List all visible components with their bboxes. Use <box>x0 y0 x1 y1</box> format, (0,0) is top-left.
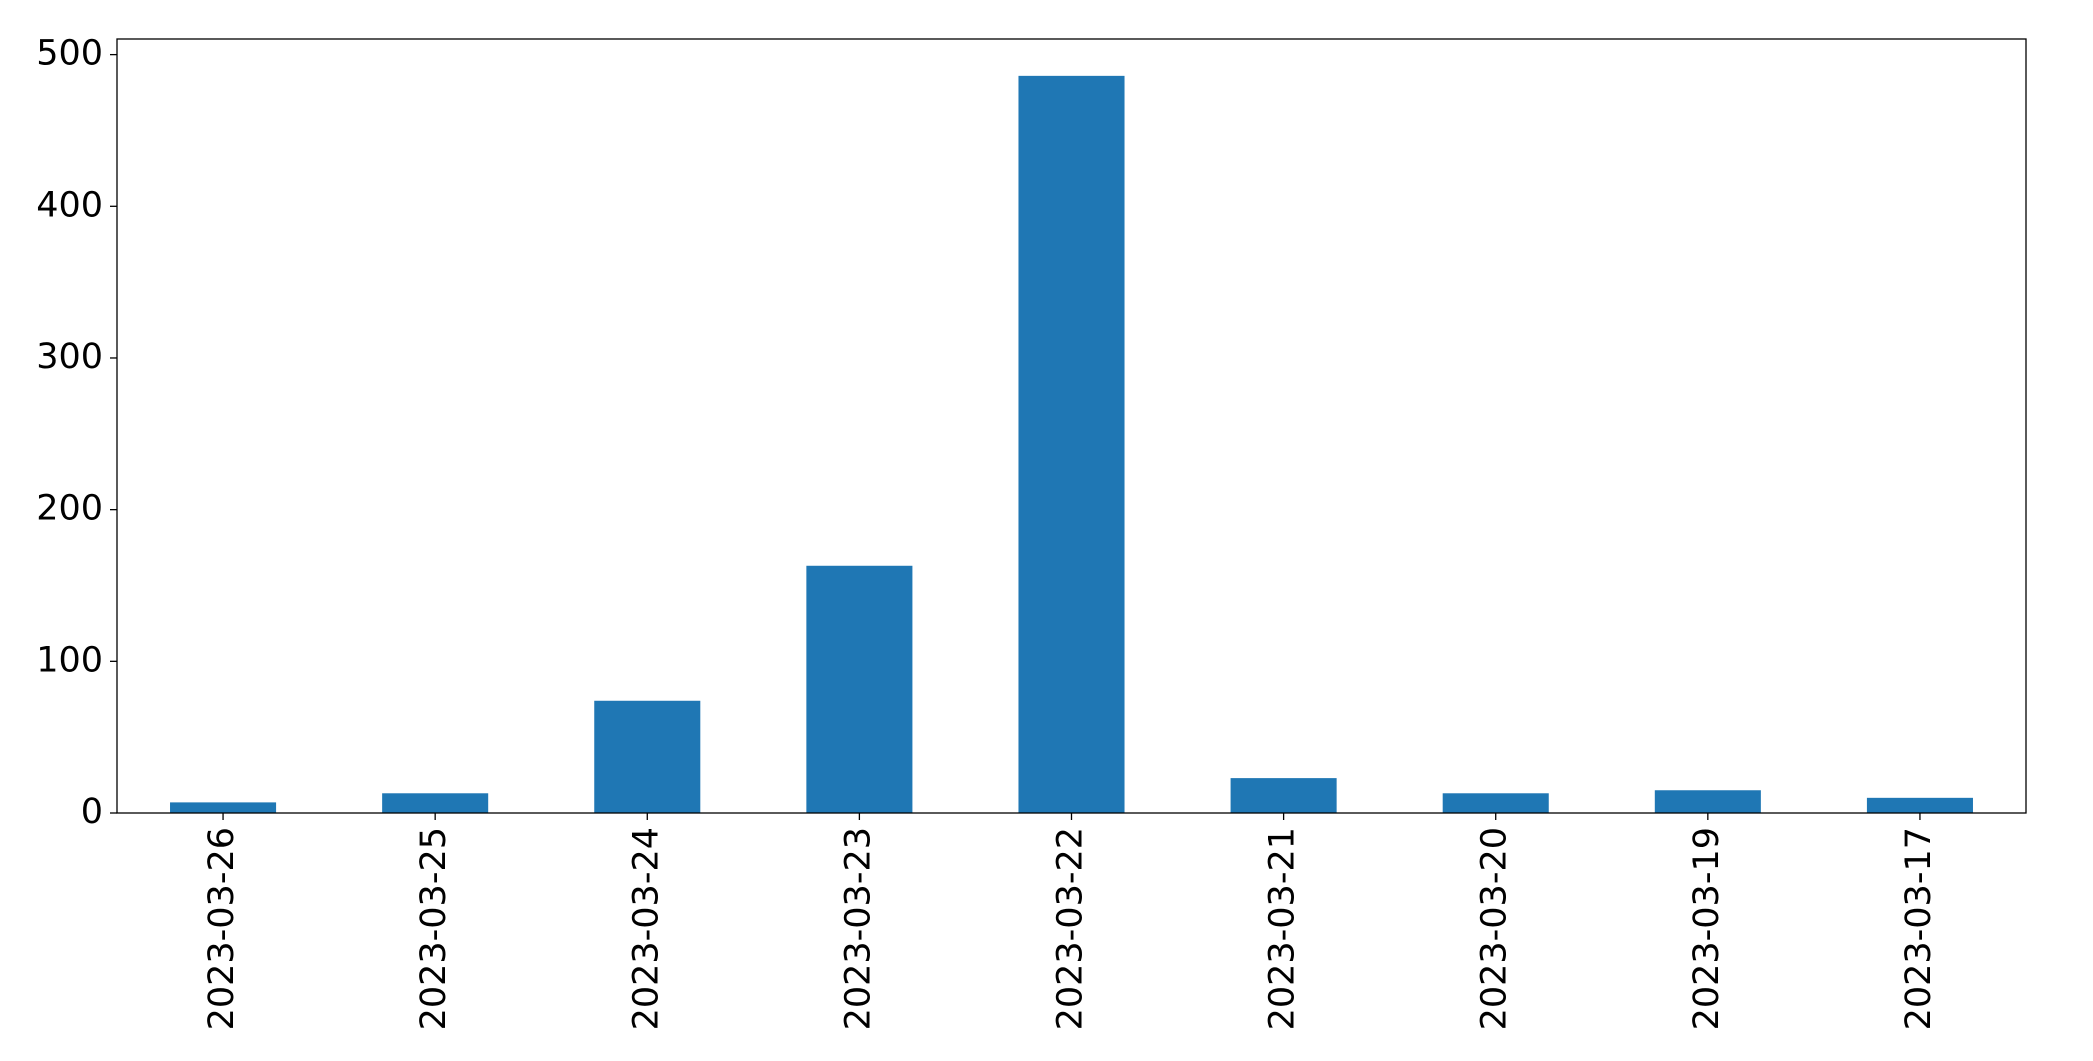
bar <box>1230 778 1337 813</box>
x-tick-label: 2023-03-21 <box>1263 827 1303 1030</box>
y-tick-label: 400 <box>36 185 103 225</box>
x-tick-label: 2023-03-25 <box>414 827 454 1030</box>
bar <box>1018 75 1125 814</box>
x-tick-label: 2023-03-24 <box>626 827 666 1030</box>
y-tick-label: 300 <box>36 337 103 377</box>
bar <box>1654 790 1761 813</box>
bar <box>382 793 489 813</box>
plot-frame <box>116 38 2027 814</box>
x-tick-label: 2023-03-26 <box>202 827 242 1030</box>
y-tick-label: 0 <box>81 792 103 832</box>
bar <box>170 802 277 813</box>
y-tick-label: 200 <box>36 489 103 529</box>
y-tick-label: 500 <box>36 34 103 74</box>
bar <box>594 700 701 813</box>
x-tick-label: 2023-03-19 <box>1687 827 1727 1030</box>
y-tick-label: 100 <box>36 640 103 680</box>
bar <box>806 565 913 813</box>
bar <box>1866 797 1973 813</box>
bar <box>1442 793 1549 813</box>
x-tick-label: 2023-03-20 <box>1475 827 1515 1030</box>
x-tick-label: 2023-03-22 <box>1051 827 1091 1030</box>
x-tick-label: 2023-03-17 <box>1899 827 1939 1030</box>
x-tick-label: 2023-03-23 <box>838 827 878 1030</box>
